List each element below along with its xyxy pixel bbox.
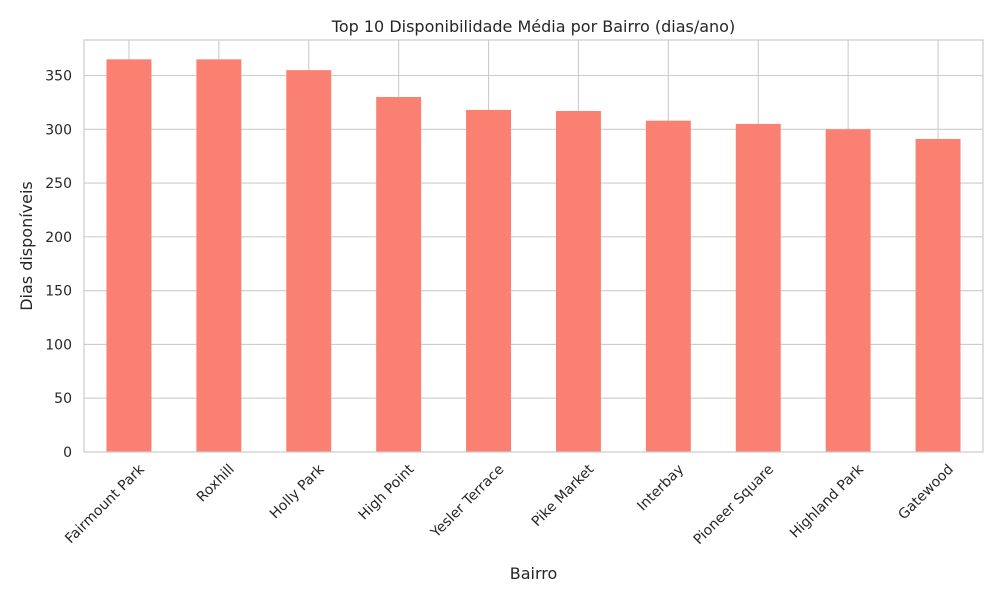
bar [106,59,152,453]
plot-frame [83,39,984,453]
bar [825,129,871,452]
x-tick-labels: Fairmount Park Roxhill Holly Park High Poin… [62,461,957,548]
bar [915,138,961,452]
x-tick-label: Yesler Terrace [427,462,507,542]
x-tick-label: Holly Park [267,461,328,522]
x-tick-label: Highland Park [787,461,868,542]
y-tick-label: 350 [45,68,72,84]
bar [196,59,242,453]
y-tick-label: 150 [45,284,72,300]
x-tick-label: Gatewood [895,462,957,524]
chart-title: Top 10 Disponibilidade Média por Bairro … [331,17,735,36]
x-axis-title: Bairro [510,564,558,583]
y-tick-label: 100 [45,337,72,353]
y-tick-label: 0 [63,445,72,461]
y-tick-label: 50 [54,391,72,407]
x-tick-label: Interbay [634,462,687,515]
bar [286,70,332,452]
bar [466,109,512,453]
bar [735,123,781,452]
x-tick-label: Fairmount Park [62,461,148,547]
bar [645,120,691,453]
y-tick-label: 250 [45,176,72,192]
bars [106,59,961,453]
x-tick-label: Pioneer Square [691,462,777,548]
x-tick-label: Pike Market [529,461,598,530]
y-tick-label: 300 [45,122,72,138]
x-tick-label: Roxhill [194,462,238,506]
y-tick-labels: 0 50 100 150 200 250 300 350 [45,68,72,461]
y-tick-label: 200 [45,230,72,246]
x-tick-label: High Point [356,461,418,523]
bar [376,97,422,452]
bar [555,110,601,453]
y-axis-title: Dias disponíveis [17,181,36,311]
